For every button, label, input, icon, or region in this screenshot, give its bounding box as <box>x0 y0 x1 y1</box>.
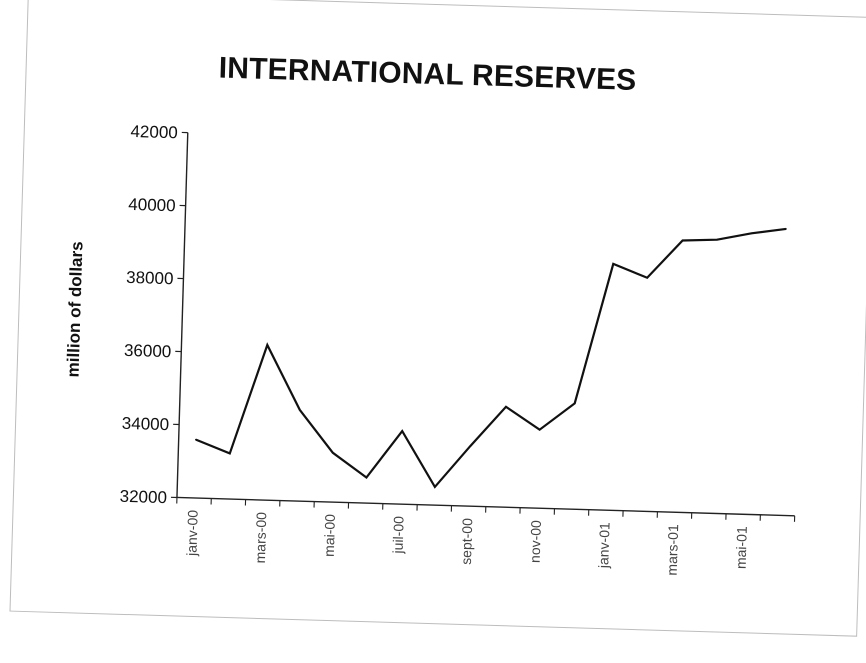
y-tick-label: 34000 <box>122 414 170 434</box>
x-tick-label: mai-01 <box>733 526 750 569</box>
data-point <box>785 228 787 230</box>
y-axis-line <box>176 132 189 498</box>
series-line <box>195 227 787 489</box>
y-tick-label: 40000 <box>128 195 176 215</box>
x-tick-label: sept-00 <box>458 518 475 565</box>
data-point <box>266 344 269 346</box>
data-point <box>716 238 718 241</box>
y-tick-label: 38000 <box>126 268 174 288</box>
x-tick-label: juil-00 <box>390 516 407 555</box>
x-tick-label: mai-00 <box>321 514 338 557</box>
data-point <box>298 409 301 411</box>
data-point <box>612 263 615 265</box>
data-point <box>538 428 541 431</box>
x-tick-label: janv-00 <box>183 510 200 558</box>
data-point <box>434 486 436 488</box>
data-point <box>195 438 197 441</box>
data-point <box>573 402 576 405</box>
data-point <box>228 452 231 455</box>
x-tick-label: mars-00 <box>252 512 270 564</box>
data-point <box>401 430 403 432</box>
x-tick-label: janv-01 <box>595 522 612 570</box>
x-tick-label: nov-00 <box>527 520 544 563</box>
data-point <box>681 239 684 242</box>
data-point <box>365 476 368 479</box>
data-point <box>750 232 753 235</box>
data-point <box>469 445 472 447</box>
data-point <box>505 406 507 408</box>
y-tick-label: 42000 <box>130 122 178 142</box>
data-point <box>332 452 334 454</box>
y-tick-label: 32000 <box>119 487 167 507</box>
y-tick-label: 36000 <box>124 341 172 361</box>
data-point <box>646 276 648 279</box>
x-tick-label: mars-01 <box>664 524 682 576</box>
